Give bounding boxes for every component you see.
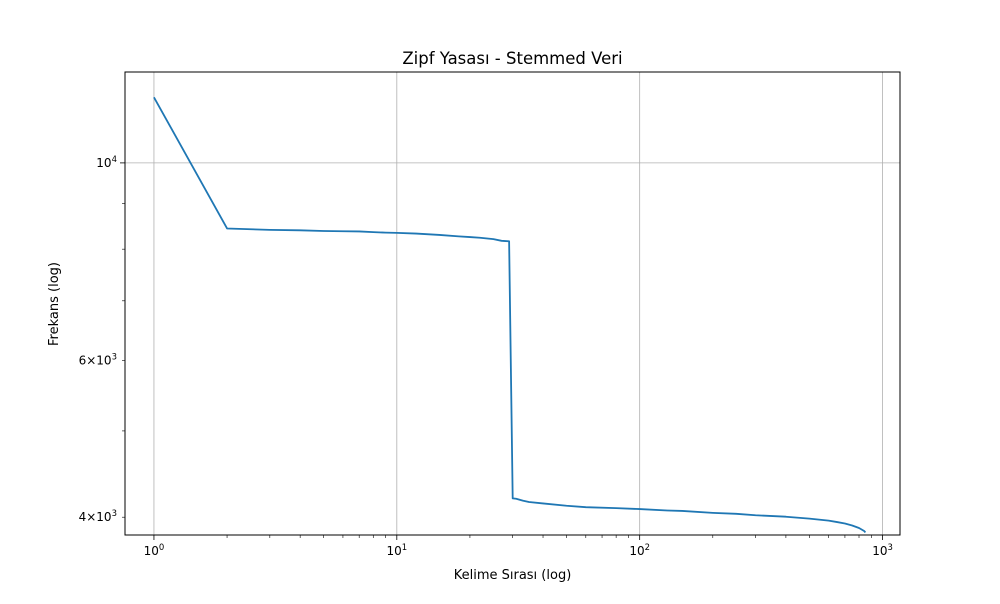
y-tick-label: 104: [96, 155, 117, 170]
x-tick-label-base: 10: [629, 544, 644, 558]
y-tick-label: 6×103: [79, 352, 117, 367]
x-tick-label: 100: [144, 543, 165, 558]
y-tick-label-exponent: 3: [112, 509, 117, 519]
y-tick-label-base: 10: [96, 156, 111, 170]
x-tick-label-exponent: 2: [645, 543, 650, 553]
x-tick-label: 101: [386, 543, 407, 558]
x-tick-label-base: 10: [872, 544, 887, 558]
x-tick-label-base: 10: [144, 544, 159, 558]
y-tick-label-times: ×: [86, 510, 96, 524]
y-tick-label-base: 10: [96, 353, 111, 367]
y-axis-label: Frekans (log): [47, 262, 62, 346]
series-line: [153, 96, 867, 534]
x-tick-label-exponent: 1: [402, 543, 407, 553]
x-tick-label-exponent: 0: [159, 543, 164, 553]
x-tick-label: 102: [629, 543, 650, 558]
y-tick-label-base: 10: [96, 510, 111, 524]
y-tick-label-exponent: 4: [112, 155, 117, 165]
grid-lines: [125, 72, 900, 535]
y-tick-label-times: ×: [86, 353, 96, 367]
x-axis-label: Kelime Sırası (log): [454, 568, 572, 583]
y-tick-label-exponent: 3: [112, 352, 117, 362]
y-tick-label: 4×103: [79, 509, 117, 524]
line-layer: [153, 96, 867, 534]
y-tick-label-mantissa: 6: [79, 353, 87, 367]
x-tick-label-exponent: 3: [887, 543, 892, 553]
chart-title: Zipf Yasası - Stemmed Veri: [402, 49, 622, 68]
x-tick-label: 103: [872, 543, 893, 558]
x-tick-label-base: 10: [386, 544, 401, 558]
y-tick-label-mantissa: 4: [79, 510, 87, 524]
